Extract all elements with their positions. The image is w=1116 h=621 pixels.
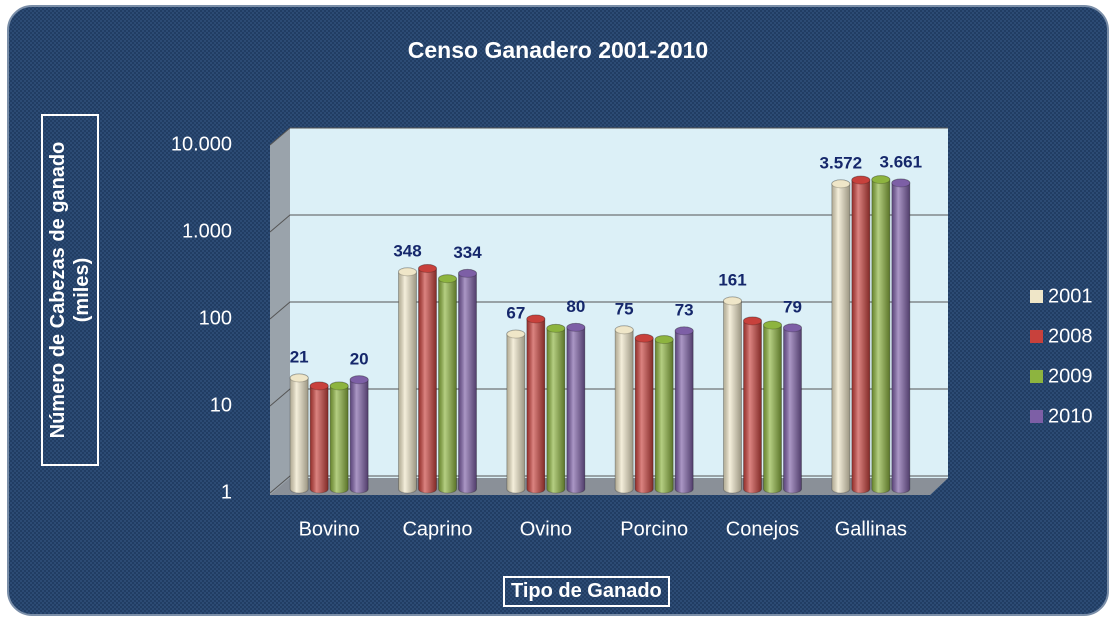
data-label: 20 [350, 349, 369, 368]
x-axis-label: Tipo de Ganado [503, 576, 670, 607]
bar-top [289, 373, 309, 383]
bar-top [743, 316, 762, 326]
bar-top [566, 322, 586, 332]
bar-top [526, 314, 546, 324]
bar-shade [546, 324, 565, 493]
bar-shade [635, 334, 654, 493]
bar-shade [438, 274, 457, 493]
data-label: 79 [783, 297, 802, 316]
legend-swatch [1030, 290, 1043, 303]
bar-top [674, 326, 694, 336]
bar-shade [526, 315, 545, 493]
data-label: 80 [566, 297, 585, 316]
y-tick-label: 10 [210, 394, 232, 416]
bar-shade [615, 325, 634, 493]
bar-top [418, 264, 437, 274]
bar-shade [871, 175, 890, 493]
data-label: 161 [718, 270, 746, 289]
data-label: 3.572 [820, 153, 863, 172]
y-tick-label: 100 [199, 307, 232, 329]
bar-top [871, 175, 891, 185]
bar-top [329, 381, 349, 391]
data-label: 3.661 [880, 152, 923, 171]
chart-title: Censo Ganadero 2001-2010 [408, 37, 708, 63]
x-tick-label: Ovino [520, 518, 572, 540]
legend-swatch [1030, 370, 1043, 383]
bar-shade [831, 179, 850, 493]
bar-shade [310, 381, 329, 493]
legend-label: 2009 [1048, 365, 1093, 387]
bar-top [506, 329, 526, 339]
bar-shade [506, 330, 525, 493]
y-tick-label: 1 [221, 481, 232, 503]
bar-top [309, 381, 329, 391]
bar-top [851, 175, 871, 185]
grid-line [269, 127, 948, 146]
bar-top [891, 178, 911, 188]
y-tick-label: 10.000 [171, 133, 232, 155]
bar-top [634, 333, 654, 343]
bar-shade [891, 178, 910, 493]
bar-top [831, 179, 851, 189]
x-tick-label: Porcino [620, 518, 688, 540]
bar-shade [290, 373, 309, 493]
legend-label: 2008 [1048, 325, 1093, 347]
bar-shade [566, 323, 585, 493]
bar-shade [458, 269, 477, 493]
bar-top [349, 375, 369, 385]
bar-shade [398, 267, 417, 493]
y-tick-label: 1.000 [182, 220, 232, 242]
bar-top [546, 323, 566, 333]
bar-shade [675, 326, 694, 493]
bar-shade [723, 297, 742, 493]
y-axis-label: Número de Cabezas de ganado (miles) [41, 114, 99, 466]
x-tick-label: Bovino [299, 518, 360, 540]
bar-top [458, 268, 477, 278]
data-label: 67 [506, 304, 525, 323]
bar-shade [783, 323, 802, 493]
data-label: 75 [615, 299, 634, 318]
legend-swatch [1030, 330, 1043, 343]
bar-shade [655, 335, 674, 493]
bar-top [763, 320, 782, 330]
bar-shade [330, 381, 349, 493]
data-label: 348 [393, 241, 421, 260]
data-label: 21 [290, 347, 309, 366]
data-label: 334 [453, 243, 482, 262]
bar-shade [763, 321, 782, 493]
bar-top [783, 323, 802, 333]
bar-top [614, 325, 634, 335]
bar-shade [743, 316, 762, 493]
data-label: 73 [675, 300, 694, 319]
legend-label: 2010 [1048, 405, 1093, 427]
x-tick-label: Conejos [726, 518, 799, 540]
bar-top [654, 335, 674, 345]
x-tick-label: Gallinas [835, 518, 907, 540]
grid-line [269, 214, 948, 233]
bar-shade [350, 375, 369, 493]
bar-shade [851, 176, 870, 493]
x-tick-label: Caprino [402, 518, 472, 540]
bar-shade [418, 264, 437, 493]
legend-label: 2001 [1048, 285, 1093, 307]
bar-top [438, 274, 457, 284]
bar-top [723, 296, 742, 306]
legend-swatch [1030, 410, 1043, 423]
bar-top [398, 267, 417, 277]
